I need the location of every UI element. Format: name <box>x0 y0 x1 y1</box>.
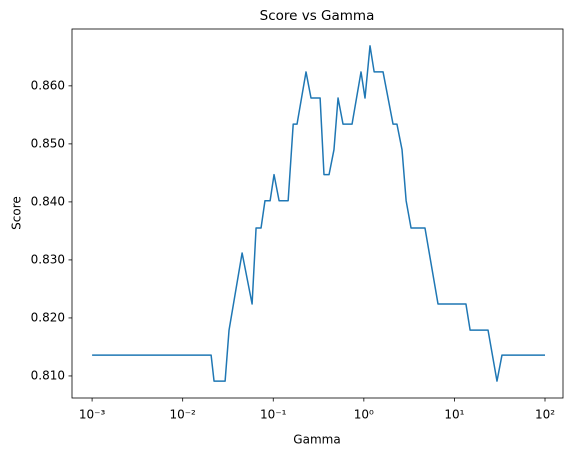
x-tick-label: 10⁻² <box>169 408 196 422</box>
chart-title: Score vs Gamma <box>260 8 375 24</box>
axes-frame <box>71 28 564 399</box>
y-axis-label: Score <box>10 196 24 230</box>
x-tick-label: 10⁰ <box>354 408 374 422</box>
x-axis-label: Gamma <box>293 433 340 447</box>
y-tick-label: 0.840 <box>31 194 65 208</box>
line-series <box>92 45 546 382</box>
y-tick-label: 0.830 <box>31 252 65 266</box>
y-tick-label: 0.850 <box>31 136 65 150</box>
x-tick-label: 10¹ <box>444 408 464 422</box>
x-tick-label: 10⁻¹ <box>260 408 287 422</box>
y-tick-label: 0.860 <box>31 78 65 92</box>
y-tick-label: 0.810 <box>31 368 65 382</box>
x-tick-label: 10⁻³ <box>79 408 106 422</box>
x-tick-label: 10² <box>535 408 555 422</box>
y-tick-label: 0.820 <box>31 310 65 324</box>
